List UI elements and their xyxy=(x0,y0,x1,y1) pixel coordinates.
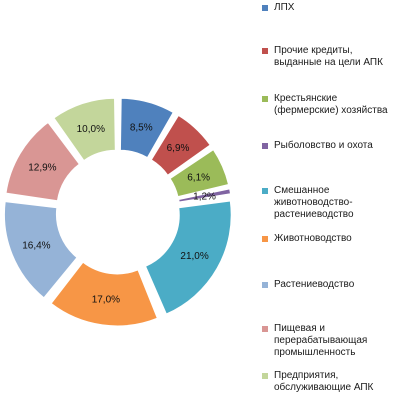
chart-legend: ЛПХ Прочие кредиты, выданные на цели АПК Кр… xyxy=(262,0,409,409)
donut-slice xyxy=(150,114,211,176)
legend-item: Предприятия, обслуживающие АПК xyxy=(262,370,373,394)
legend-label-line: Крестьянские xyxy=(274,93,338,104)
slice-value-label: 8,5% xyxy=(130,123,153,134)
slice-value-label: 17,0% xyxy=(92,295,120,306)
slice-value-label: 16,4% xyxy=(22,240,50,251)
donut-slice xyxy=(169,148,230,198)
legend-swatch xyxy=(262,188,268,194)
legend-label-line: (фермерские) хозяйства xyxy=(274,105,388,116)
legend-label: Животноводство xyxy=(274,233,352,245)
legend-label-line: выданные на цели АПК xyxy=(274,57,383,68)
legend-item: ЛПХ xyxy=(262,2,294,14)
legend-label-line: Животноводство xyxy=(274,233,352,244)
slice-value-label: 6,9% xyxy=(167,143,190,154)
slice-value-label: 12,9% xyxy=(28,162,56,173)
legend-item: Прочие кредиты, выданные на цели АПК xyxy=(262,45,383,69)
donut-slice xyxy=(4,201,78,299)
legend-swatch xyxy=(262,5,268,11)
slice-value-label: 1,2% xyxy=(193,192,216,203)
legend-label: Предприятия, обслуживающие АПК xyxy=(274,370,373,394)
legend-label-line: Смешанное xyxy=(274,185,330,196)
legend-swatch xyxy=(262,282,268,288)
legend-swatch xyxy=(262,236,268,242)
legend-item: Животноводство xyxy=(262,233,352,245)
legend-swatch xyxy=(262,373,268,379)
legend-label: Прочие кредиты, выданные на цели АПК xyxy=(274,45,383,69)
donut-slice xyxy=(144,200,232,315)
legend-swatch xyxy=(262,326,268,332)
legend-label-line: растениеводство xyxy=(274,209,354,220)
legend-label: Пищевая и перерабатывающая промышленность xyxy=(274,323,367,359)
legend-label-line: Растениеводство xyxy=(274,279,355,290)
legend-label-line: Рыболовство и охота xyxy=(274,140,373,151)
legend-label: Рыболовство и охота xyxy=(274,140,373,152)
slice-value-label: 21,0% xyxy=(180,251,208,262)
legend-label: Смешанное животноводство-растениеводство xyxy=(274,185,354,221)
legend-label-line: животноводство- xyxy=(274,197,353,208)
legend-label-line: Прочие кредиты, xyxy=(274,45,353,56)
slice-value-label: 6,1% xyxy=(187,172,210,183)
legend-item: Смешанное животноводство-растениеводство xyxy=(262,185,354,221)
legend-item: Крестьянские (фермерские) хозяйства xyxy=(262,93,388,117)
donut-chart: 8,5% 6,9% 6,1% 1,2% 21,0% 17,0% 16,4% 12,9% 10,0… xyxy=(4,97,232,327)
legend-label-line: перерабатывающая xyxy=(274,335,368,346)
legend-label: Крестьянские (фермерские) хозяйства xyxy=(274,93,388,117)
legend-item: Растениеводство xyxy=(262,279,354,291)
donut-slice xyxy=(119,97,174,159)
legend-item: Пищевая и перерабатывающая промышленность xyxy=(262,323,367,359)
legend-label: ЛПХ xyxy=(274,2,294,14)
donut-slice xyxy=(178,188,232,203)
legend-swatch xyxy=(262,96,268,102)
donut-slice xyxy=(50,261,158,327)
donut-slice xyxy=(5,121,80,202)
legend-label-line: промышленность xyxy=(274,347,356,358)
legend-swatch xyxy=(262,48,268,54)
donut-chart-svg: 8,5% 6,9% 6,1% 1,2% 21,0% 17,0% 16,4% 12,9% 10,0… xyxy=(4,97,232,327)
legend-item: Рыболовство и охота xyxy=(262,140,373,152)
legend-label: Растениеводство xyxy=(274,279,354,291)
legend-swatch xyxy=(262,143,268,149)
legend-label-line: обслуживающие АПК xyxy=(274,382,374,393)
legend-label-line: Предприятия, xyxy=(274,370,339,381)
slice-value-label: 10,0% xyxy=(77,124,105,135)
legend-label-line: Пищевая и xyxy=(274,323,325,334)
donut-slice xyxy=(53,97,116,162)
legend-label-line: ЛПХ xyxy=(274,2,295,13)
